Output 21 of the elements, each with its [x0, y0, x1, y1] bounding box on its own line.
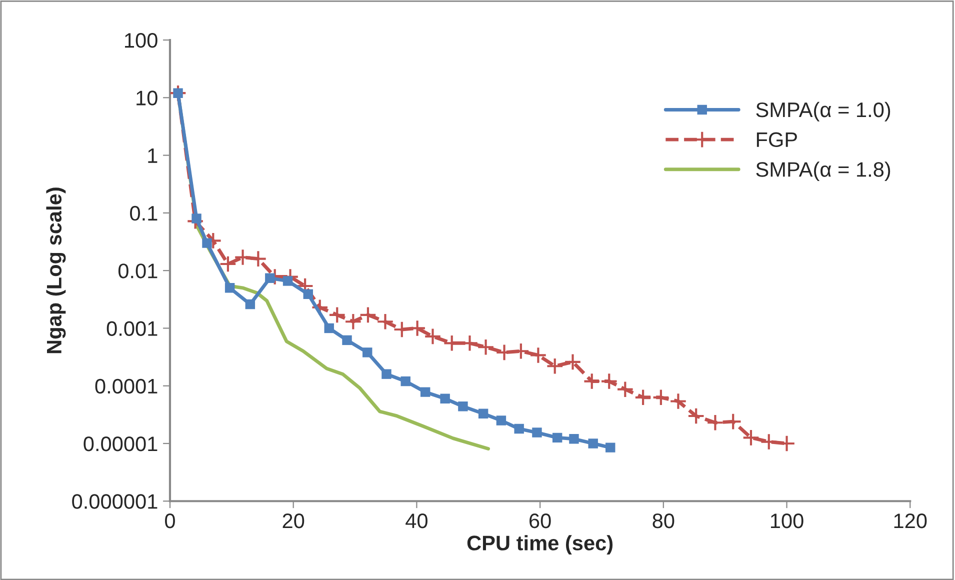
x-tick-label: 100 [770, 513, 804, 528]
x-tick-label: 0 [165, 513, 175, 528]
y-tick-label: 0.00001 [84, 436, 158, 452]
y-tick-label: 100 [125, 33, 158, 48]
legend-label: SMPA(α = 1.0) [756, 102, 890, 122]
legend-label: SMPA(α = 1.8) [756, 162, 890, 181]
y-tick-label: 0.001 [106, 321, 158, 336]
x-axis-title: CPU time (sec) [467, 535, 613, 555]
y-tick-label: 1 [148, 148, 158, 163]
x-tick-label: 60 [530, 513, 551, 528]
x-tick-label: 40 [406, 513, 428, 528]
y-tick-label: 0.0001 [95, 378, 158, 394]
x-tick-label: 80 [652, 513, 674, 528]
y-tick-label: 0.01 [118, 264, 158, 278]
x-tick-label: 20 [282, 513, 304, 528]
y-tick-label: 0.000001 [72, 494, 158, 509]
x-tick-label: 120 [894, 513, 927, 528]
legend-label: FGP [756, 132, 797, 148]
y-axis-title: Ngap (Log scale) [46, 188, 66, 354]
y-tick-label: 0.1 [130, 206, 158, 221]
y-tick-label: 10 [136, 90, 158, 106]
